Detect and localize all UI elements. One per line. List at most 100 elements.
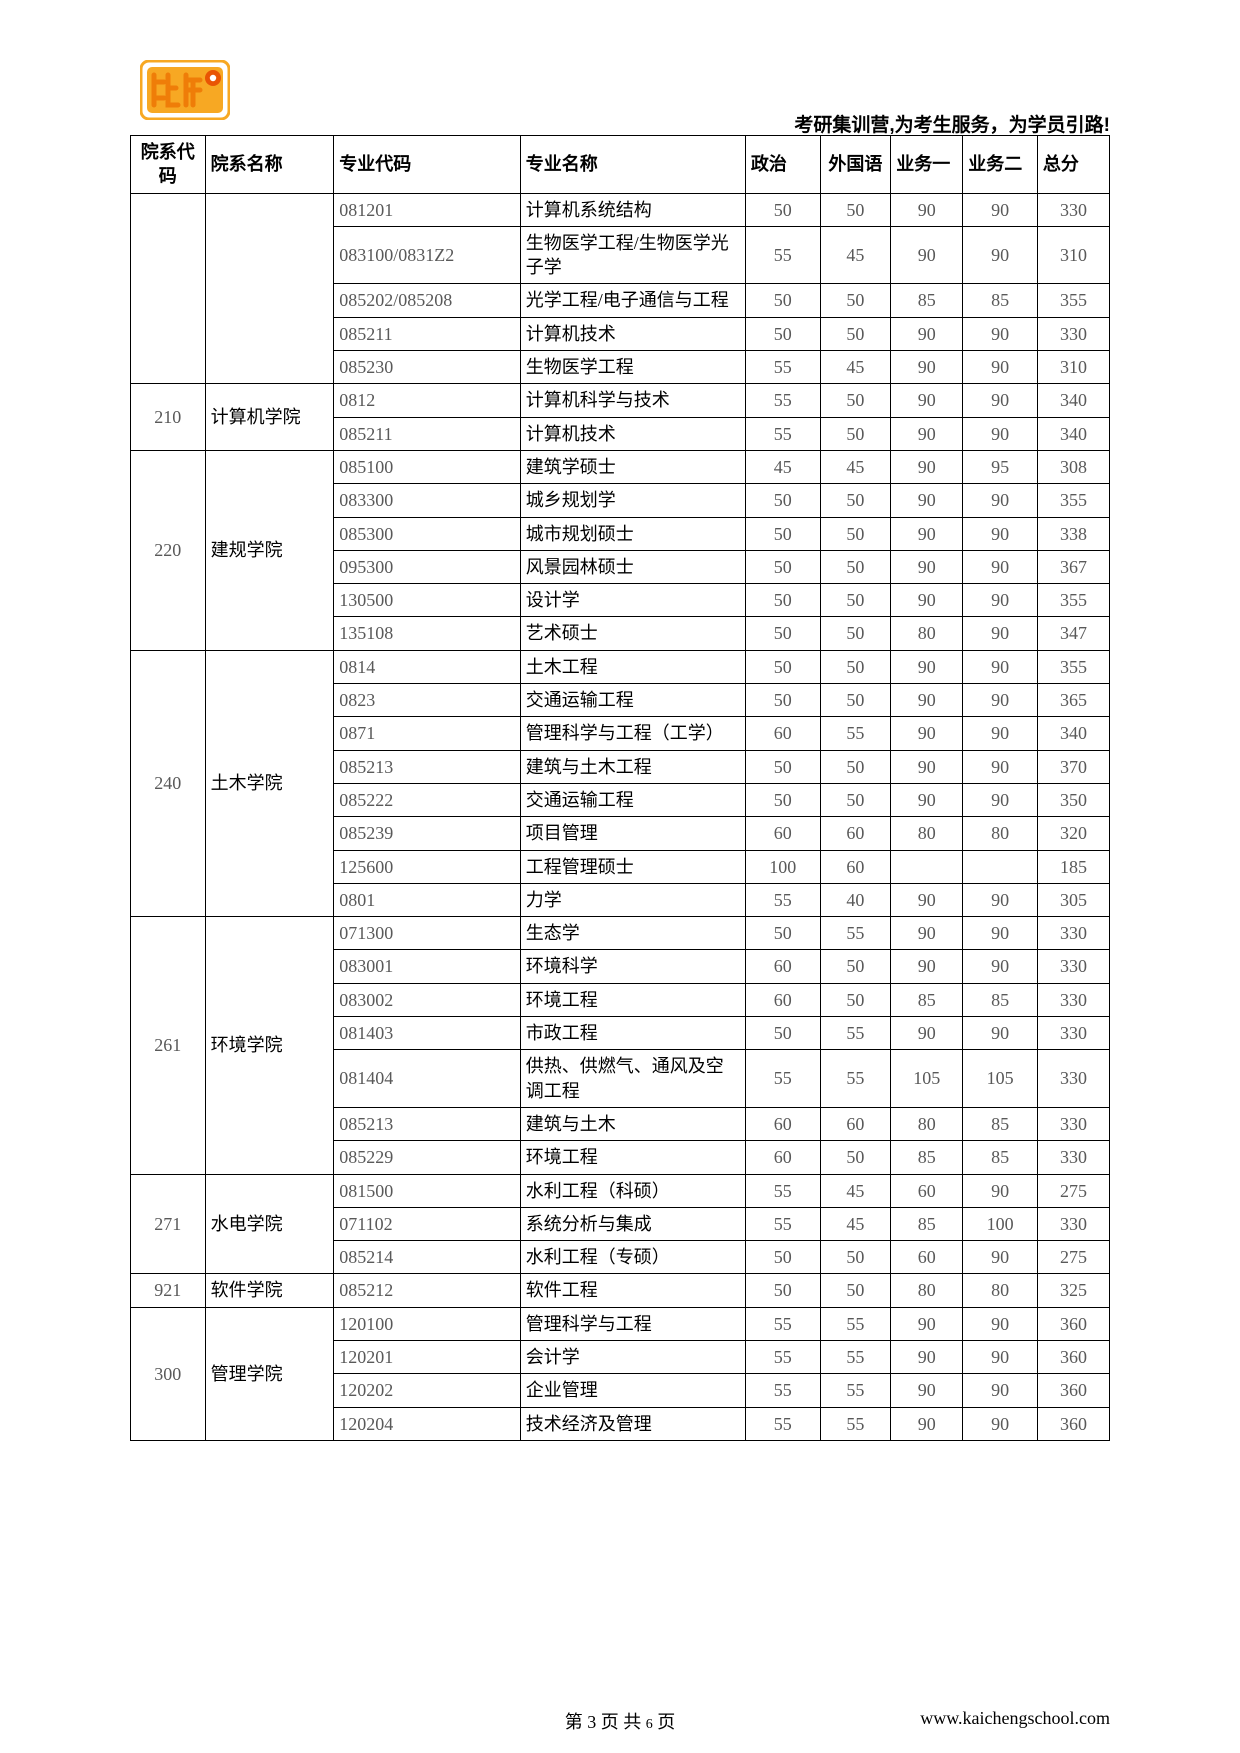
cell-dept-name: 计算机学院 bbox=[205, 384, 334, 451]
cell-major-code: 0871 bbox=[334, 717, 521, 750]
cell-major-name: 环境工程 bbox=[520, 983, 745, 1016]
cell-pol: 55 bbox=[745, 1207, 820, 1240]
cell-b2: 90 bbox=[963, 650, 1038, 683]
cell-b1: 80 bbox=[891, 1274, 963, 1307]
cell-pol: 50 bbox=[745, 517, 820, 550]
cell-b1: 80 bbox=[891, 817, 963, 850]
page-total: 6 bbox=[646, 1717, 653, 1732]
cell-pol: 55 bbox=[745, 1340, 820, 1373]
cell-dept-name: 软件学院 bbox=[205, 1274, 334, 1307]
cell-b2: 90 bbox=[963, 317, 1038, 350]
cell-pol: 60 bbox=[745, 950, 820, 983]
cell-major-code: 085213 bbox=[334, 1107, 521, 1140]
cell-total: 330 bbox=[1037, 1017, 1109, 1050]
cell-b2: 90 bbox=[963, 1340, 1038, 1373]
cell-major-code: 081404 bbox=[334, 1050, 521, 1108]
cell-total: 310 bbox=[1037, 226, 1109, 284]
cell-major-code: 085214 bbox=[334, 1241, 521, 1274]
cell-lang: 60 bbox=[820, 850, 891, 883]
cell-b2: 90 bbox=[963, 584, 1038, 617]
cell-pol: 55 bbox=[745, 384, 820, 417]
cell-major-name: 光学工程/电子通信与工程 bbox=[520, 284, 745, 317]
cell-b2: 90 bbox=[963, 484, 1038, 517]
cell-lang: 50 bbox=[820, 617, 891, 650]
table-row: 300管理学院120100管理科学与工程55559090360 bbox=[131, 1307, 1110, 1340]
cell-dept-code: 921 bbox=[131, 1274, 206, 1307]
cell-pol: 50 bbox=[745, 584, 820, 617]
cell-total: 330 bbox=[1037, 917, 1109, 950]
cell-lang: 50 bbox=[820, 417, 891, 450]
cell-lang: 40 bbox=[820, 883, 891, 916]
cell-b1: 90 bbox=[891, 550, 963, 583]
cell-b2: 90 bbox=[963, 950, 1038, 983]
cell-major-name: 水利工程（科硕） bbox=[520, 1174, 745, 1207]
cell-b1: 90 bbox=[891, 1307, 963, 1340]
cell-lang: 55 bbox=[820, 1374, 891, 1407]
cell-total: 330 bbox=[1037, 317, 1109, 350]
cell-b1: 90 bbox=[891, 226, 963, 284]
cell-total: 347 bbox=[1037, 617, 1109, 650]
cell-dept-code bbox=[131, 193, 206, 384]
cell-major-name: 城市规划硕士 bbox=[520, 517, 745, 550]
cell-major-name: 力学 bbox=[520, 883, 745, 916]
cell-b2: 80 bbox=[963, 817, 1038, 850]
cell-major-code: 130500 bbox=[334, 584, 521, 617]
cell-major-name: 管理科学与工程（工学） bbox=[520, 717, 745, 750]
cell-total: 320 bbox=[1037, 817, 1109, 850]
cell-major-code: 081201 bbox=[334, 193, 521, 226]
cell-pol: 100 bbox=[745, 850, 820, 883]
cell-total: 308 bbox=[1037, 450, 1109, 483]
cell-b2: 90 bbox=[963, 517, 1038, 550]
kaicheng-logo bbox=[140, 60, 230, 125]
cell-dept-name: 土木学院 bbox=[205, 650, 334, 916]
cell-pol: 50 bbox=[745, 1017, 820, 1050]
cell-b1: 90 bbox=[891, 584, 963, 617]
cell-b2: 90 bbox=[963, 417, 1038, 450]
cell-b1: 90 bbox=[891, 1407, 963, 1440]
score-table: 院系代码院系名称专业代码专业名称政治外国语业务一业务二总分 081201计算机系… bbox=[130, 135, 1110, 1441]
cell-b1: 90 bbox=[891, 750, 963, 783]
cell-b1: 90 bbox=[891, 317, 963, 350]
cell-major-name: 城乡规划学 bbox=[520, 484, 745, 517]
th-total: 总分 bbox=[1037, 136, 1109, 194]
cell-b1: 90 bbox=[891, 684, 963, 717]
cell-total: 325 bbox=[1037, 1274, 1109, 1307]
table-header-row: 院系代码院系名称专业代码专业名称政治外国语业务一业务二总分 bbox=[131, 136, 1110, 194]
cell-major-code: 071102 bbox=[334, 1207, 521, 1240]
cell-major-code: 0801 bbox=[334, 883, 521, 916]
cell-b2: 90 bbox=[963, 351, 1038, 384]
cell-pol: 50 bbox=[745, 750, 820, 783]
cell-major-name: 计算机技术 bbox=[520, 417, 745, 450]
cell-b2: 90 bbox=[963, 384, 1038, 417]
page-number: 第 3 页 共 6 页 bbox=[565, 1708, 676, 1734]
cell-pol: 60 bbox=[745, 983, 820, 1016]
cell-major-name: 计算机系统结构 bbox=[520, 193, 745, 226]
cell-dept-code: 271 bbox=[131, 1174, 206, 1274]
cell-b1: 90 bbox=[891, 450, 963, 483]
cell-major-code: 120100 bbox=[334, 1307, 521, 1340]
cell-lang: 55 bbox=[820, 1017, 891, 1050]
footer-site-url: www.kaichengschool.com bbox=[920, 1708, 1110, 1729]
cell-major-name: 管理科学与工程 bbox=[520, 1307, 745, 1340]
cell-lang: 55 bbox=[820, 717, 891, 750]
cell-b2: 105 bbox=[963, 1050, 1038, 1108]
cell-major-code: 120202 bbox=[334, 1374, 521, 1407]
cell-b1: 90 bbox=[891, 883, 963, 916]
table-head: 院系代码院系名称专业代码专业名称政治外国语业务一业务二总分 bbox=[131, 136, 1110, 194]
cell-pol: 55 bbox=[745, 226, 820, 284]
cell-lang: 50 bbox=[820, 750, 891, 783]
cell-b1: 90 bbox=[891, 717, 963, 750]
cell-pol: 50 bbox=[745, 1274, 820, 1307]
cell-total: 355 bbox=[1037, 584, 1109, 617]
cell-major-name: 项目管理 bbox=[520, 817, 745, 850]
cell-b2: 90 bbox=[963, 750, 1038, 783]
cell-major-name: 生物医学工程 bbox=[520, 351, 745, 384]
cell-total: 330 bbox=[1037, 950, 1109, 983]
cell-b2: 90 bbox=[963, 717, 1038, 750]
cell-lang: 50 bbox=[820, 517, 891, 550]
cell-major-name: 会计学 bbox=[520, 1340, 745, 1373]
cell-total: 330 bbox=[1037, 1141, 1109, 1174]
cell-total: 340 bbox=[1037, 384, 1109, 417]
cell-major-name: 系统分析与集成 bbox=[520, 1207, 745, 1240]
cell-lang: 50 bbox=[820, 983, 891, 1016]
